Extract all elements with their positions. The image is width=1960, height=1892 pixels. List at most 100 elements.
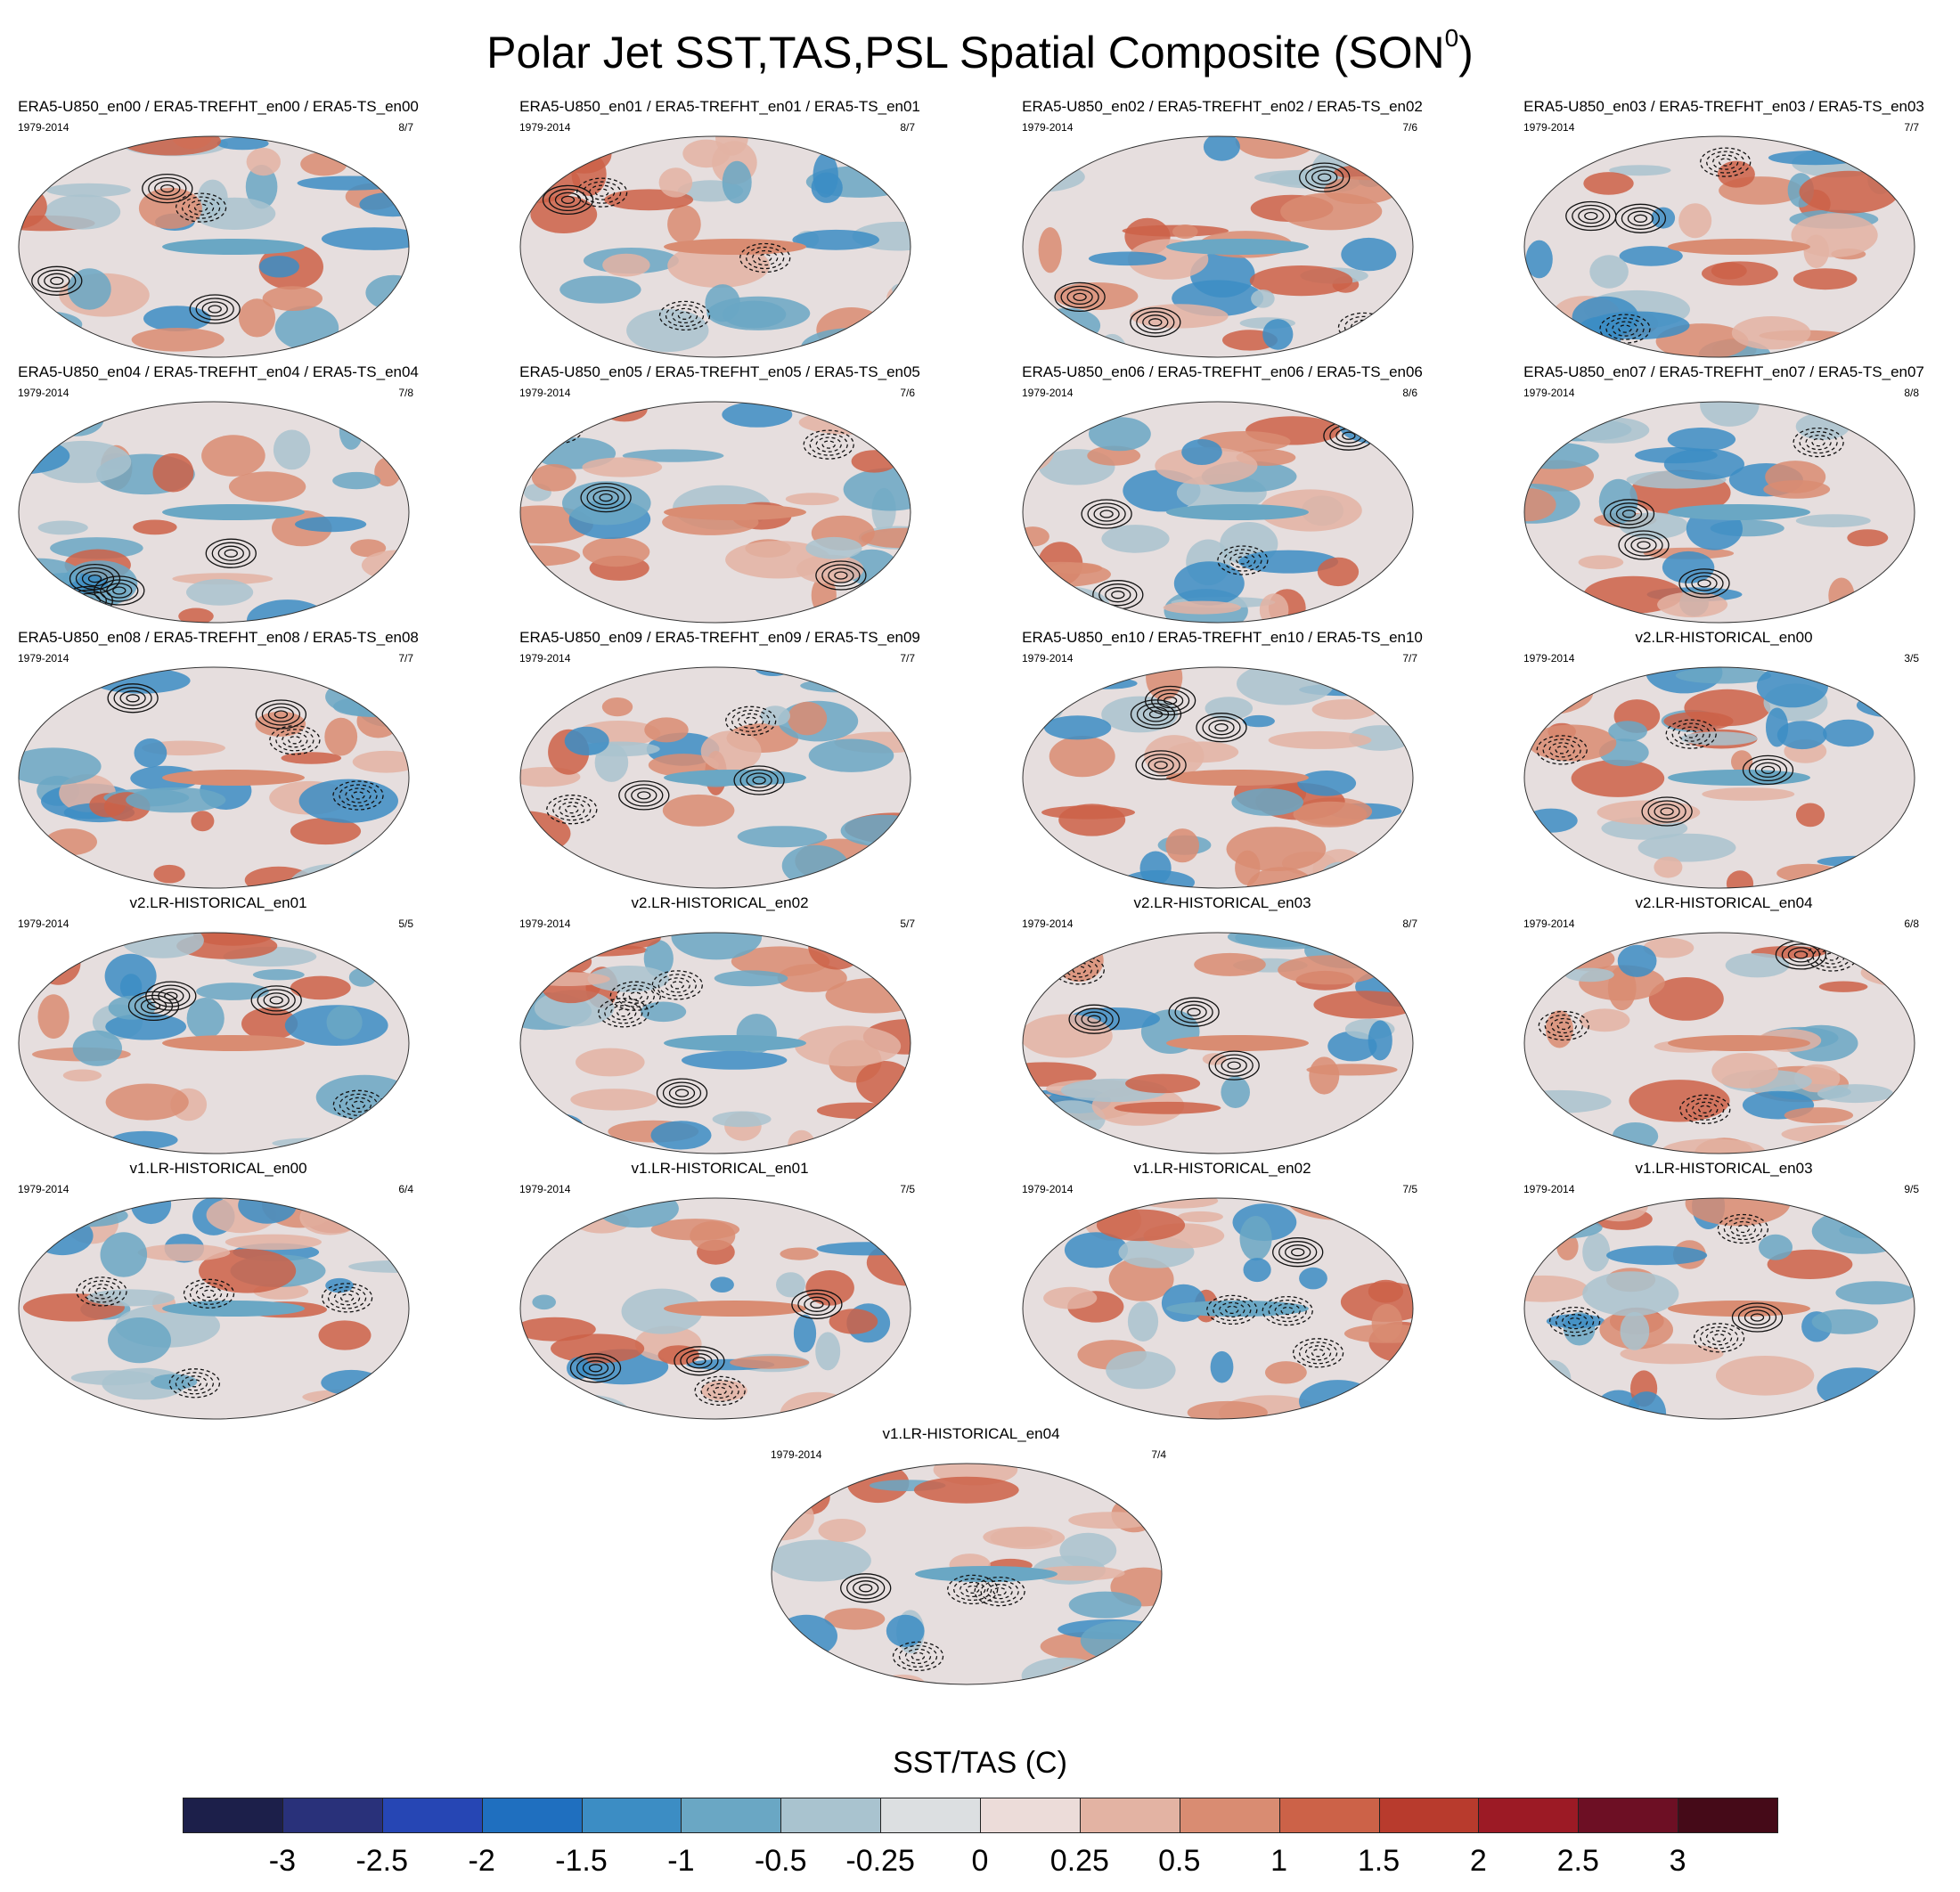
positive-psl-contour (1278, 1241, 1318, 1264)
positive-psl-contour (846, 1577, 886, 1600)
cool-anomaly-patch (1068, 1591, 1142, 1619)
cool-anomaly-patch (1035, 307, 1101, 344)
cool-anomaly-patch (1341, 237, 1397, 272)
panel-title: ERA5-U850_en07 / ERA5-TREFHT_en07 / ERA5… (1523, 363, 1924, 380)
cool-anomaly-patch (1891, 589, 1914, 602)
positive-psl-contour (208, 305, 222, 314)
positive-psl-contour (1073, 292, 1087, 302)
positive-psl-contour (791, 1289, 843, 1319)
warm-anomaly-patch (178, 608, 214, 623)
colorbar-box (581, 1798, 682, 1833)
positive-psl-contour (1299, 162, 1351, 192)
equatorial-pacific-anomaly (162, 504, 305, 520)
positive-psl-contour (107, 683, 159, 714)
negative-psl-contour (193, 203, 208, 212)
warm-anomaly-patch (1139, 1198, 1219, 1209)
positive-psl-contour (542, 184, 594, 216)
positive-psl-contour (1760, 765, 1776, 775)
equatorial-pacific-anomaly (1166, 1035, 1309, 1051)
positive-psl-contour (1087, 1015, 1101, 1023)
cool-anomaly-patch (1368, 1020, 1392, 1061)
negative-psl-contour (181, 196, 221, 219)
positive-psl-contour (1214, 1054, 1254, 1077)
cool-anomaly-patch (562, 481, 651, 526)
robinson-map (519, 932, 911, 1154)
warm-anomaly-patch (690, 1220, 736, 1252)
negative-psl-contour (1686, 1097, 1725, 1121)
cool-anomaly-patch (259, 256, 299, 278)
positive-psl-contour (739, 769, 779, 792)
positive-psl-contour (1624, 534, 1663, 557)
warm-anomaly-patch (576, 1048, 645, 1077)
positive-psl-contour (140, 998, 167, 1015)
warm-anomaly-patch (1685, 1198, 1791, 1227)
positive-psl-contour (1144, 685, 1196, 716)
warm-anomaly-patch (120, 136, 221, 156)
warm-anomaly-patch (829, 1309, 878, 1334)
cool-anomaly-patch (808, 738, 894, 772)
positive-psl-contour (1174, 1000, 1213, 1023)
positive-psl-contour (164, 991, 178, 1000)
negative-psl-contour (609, 981, 661, 1011)
equatorial-pacific-anomaly (1166, 770, 1309, 786)
map-panel: v1.LR-HISTORICAL_en00 1979-2014 6/4 (0, 1160, 437, 1425)
map-panel: v2.LR-HISTORICAL_en03 1979-2014 8/7 (1004, 894, 1441, 1160)
negative-psl-contour (731, 709, 771, 732)
panel-years: 1979-2014 (519, 917, 571, 930)
cool-anomaly-patch (186, 579, 254, 606)
warm-anomaly-patch (105, 1083, 189, 1121)
warm-anomaly-patch (1155, 446, 1258, 485)
warm-anomaly-patch (520, 136, 572, 161)
cool-anomaly-patch (847, 855, 874, 888)
cool-anomaly-patch (1552, 136, 1598, 165)
cool-anomaly-patch (1127, 1301, 1159, 1342)
map-outline (1523, 666, 1915, 889)
negative-psl-contour (671, 307, 698, 324)
cool-anomaly-patch (1546, 1314, 1605, 1329)
negative-psl-contour (333, 1290, 361, 1306)
warm-anomaly-patch (1767, 1249, 1853, 1279)
negative-psl-contour (1692, 1101, 1719, 1117)
map-panel: ERA5-U850_en08 / ERA5-TREFHT_en08 / ERA5… (0, 629, 437, 894)
warm-anomaly-patch (1620, 1343, 1724, 1365)
equatorial-pacific-anomaly (1668, 1035, 1810, 1051)
colorbar-tick-label: 1 (1270, 1844, 1288, 1878)
robinson-map (1022, 932, 1414, 1154)
negative-psl-contour (1712, 154, 1739, 170)
cool-anomaly-patch (356, 847, 409, 871)
warm-anomaly-patch (1648, 977, 1724, 1021)
cool-anomaly-patch (1139, 851, 1172, 885)
map-outline (18, 932, 410, 1154)
negative-psl-contour (1544, 1014, 1583, 1038)
warm-anomaly-patch (1784, 1107, 1854, 1124)
warm-anomaly-patch (1050, 562, 1103, 575)
positive-psl-contour (1105, 587, 1131, 603)
map-panel: ERA5-U850_en04 / ERA5-TREFHT_en04 / ERA5… (0, 363, 437, 629)
warm-anomaly-patch (238, 298, 276, 338)
positive-psl-contour (1748, 758, 1788, 782)
negative-psl-contour (1612, 321, 1638, 337)
cool-anomaly-patch (1243, 1258, 1271, 1283)
positive-psl-contour (1578, 208, 1605, 224)
warm-anomaly-patch (1130, 304, 1229, 329)
cool-anomaly-patch (641, 1001, 687, 1023)
cool-anomaly-patch (550, 603, 575, 619)
cool-anomaly-patch (19, 310, 49, 351)
equatorial-pacific-anomaly (1668, 504, 1810, 520)
cool-anomaly-patch (1372, 1211, 1413, 1242)
robinson-map (519, 135, 911, 358)
negative-psl-contour (758, 253, 772, 263)
warm-anomaly-patch (1197, 431, 1291, 453)
cool-anomaly-patch (1667, 428, 1736, 452)
cool-anomaly-patch (1025, 678, 1066, 723)
cool-anomaly-patch (1795, 514, 1871, 527)
warm-anomaly-patch (1068, 1512, 1155, 1529)
warm-anomaly-patch (1866, 1113, 1915, 1134)
negative-psl-contour (1723, 1217, 1763, 1241)
robinson-map (1022, 1197, 1414, 1420)
positive-psl-contour (1163, 696, 1178, 705)
warm-anomaly-patch (262, 286, 323, 311)
negative-psl-contour (1717, 1213, 1769, 1244)
negative-psl-contour (1538, 1010, 1589, 1041)
robinson-map (771, 1463, 1163, 1685)
